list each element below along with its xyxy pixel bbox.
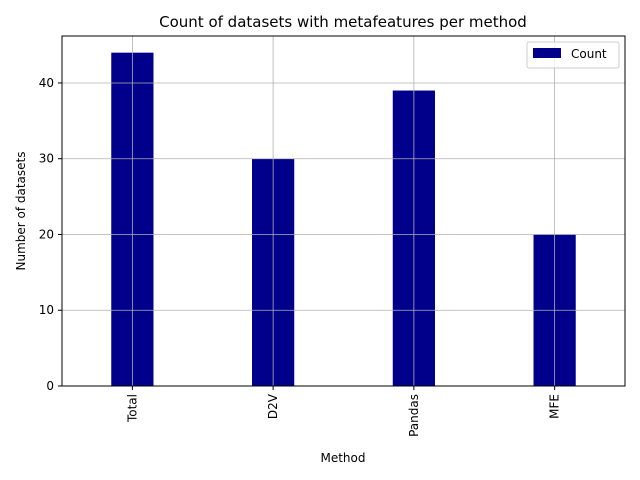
y-tick-label: 0 [46, 379, 54, 393]
legend: Count [526, 41, 620, 69]
x-tick-label-pandas: Pandas [407, 394, 421, 437]
x-axis-ticks: Total D2V Pandas MFE [125, 386, 562, 437]
x-tick-label-d2v: D2V [266, 393, 280, 419]
x-tick-label-total: Total [125, 394, 139, 423]
x-axis-label: Method [320, 451, 365, 465]
y-tick-label: 40 [39, 76, 54, 90]
y-axis-ticks: 0 10 20 30 40 [39, 76, 62, 393]
chart-title: Count of datasets with metafeatures per … [159, 13, 527, 31]
y-tick-label: 10 [39, 303, 54, 317]
y-tick-label: 30 [39, 152, 54, 166]
y-tick-label: 20 [39, 227, 54, 241]
bars [111, 52, 576, 387]
y-axis-label: Number of datasets [14, 151, 28, 270]
x-tick-label-mfe: MFE [548, 394, 562, 419]
plot-frame [61, 35, 626, 387]
legend-swatch [533, 48, 561, 58]
legend-label: Count [571, 47, 607, 61]
